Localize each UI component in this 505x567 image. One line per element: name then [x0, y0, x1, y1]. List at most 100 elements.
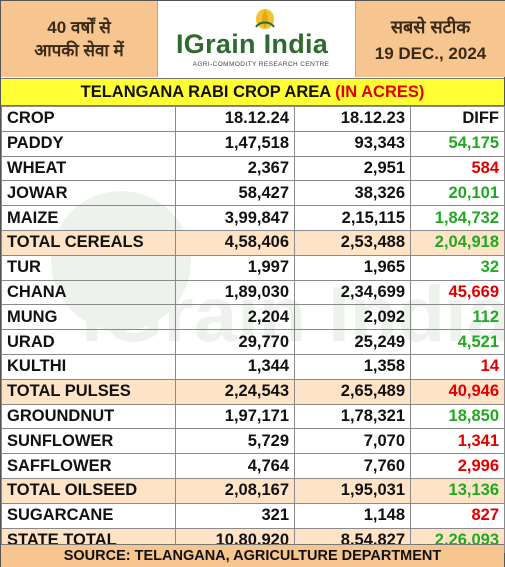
table-total-row: TOTAL OILSEED 2,08,167 1,95,031 13,136	[1, 477, 505, 504]
cell-crop: MUNG	[1, 304, 176, 331]
table-total-row: TOTAL PULSES 2,24,543 2,65,489 40,946	[1, 378, 505, 405]
cell-current: 58,427	[175, 180, 295, 207]
column-header-previous: 18.12.23	[294, 106, 411, 132]
cell-diff: 13,136	[410, 477, 505, 504]
table-row: SAFFLOWER 4,764 7,760 2,996	[1, 453, 505, 479]
report-date: 19 DEC., 2024	[374, 44, 487, 63]
cell-current: 2,367	[175, 155, 295, 182]
table-row: GROUNDNUT 1,97,171 1,78,321 18,850	[1, 403, 505, 430]
table-row: TUR 1,997 1,965 32	[1, 254, 505, 281]
cell-diff: 2,04,918	[410, 229, 505, 256]
cell-crop: TOTAL OILSEED	[1, 477, 176, 504]
table-row: WHEAT 2,367 2,951 584	[1, 155, 505, 182]
cell-diff: 45,669	[410, 279, 505, 306]
tagline-box: 40 वर्षों से आपकी सेवा में	[1, 1, 158, 77]
column-header-diff: DIFF	[410, 106, 505, 132]
tagline-line1: 40 वर्षों से	[47, 18, 111, 37]
cell-current: 2,08,167	[175, 477, 295, 504]
table-row: SUNFLOWER 5,729 7,070 1,341	[1, 428, 505, 455]
table-row: KULTHI 1,344 1,358 14	[1, 353, 505, 380]
cell-crop: KULTHI	[1, 353, 176, 380]
cell-current: 1,97,171	[175, 403, 295, 430]
cell-diff: 54,175	[410, 130, 505, 157]
cell-previous: 38,326	[294, 180, 411, 207]
cell-current: 1,344	[175, 353, 295, 380]
cell-crop: SAFFLOWER	[1, 453, 176, 479]
cell-previous: 2,092	[294, 304, 411, 331]
cell-current: 1,89,030	[175, 279, 295, 306]
cell-previous: 1,965	[294, 254, 411, 281]
cell-diff: 827	[410, 502, 505, 529]
cell-diff: 584	[410, 155, 505, 182]
tagline-line2: आपकी सेवा में	[34, 41, 124, 60]
cell-previous: 93,343	[294, 130, 411, 157]
cell-current: 4,58,406	[175, 229, 295, 256]
cell-crop: SUNFLOWER	[1, 428, 176, 455]
cell-diff: 2,996	[410, 453, 505, 479]
table-row: MUNG 2,204 2,092 112	[1, 304, 505, 331]
cell-diff: 18,850	[410, 403, 505, 430]
cell-crop: MAIZE	[1, 205, 176, 231]
cell-current: 5,729	[175, 428, 295, 455]
cell-previous: 1,95,031	[294, 477, 411, 504]
cell-current: 29,770	[175, 329, 295, 355]
table-total-row: TOTAL CEREALS 4,58,406 2,53,488 2,04,918	[1, 229, 505, 256]
table-row: MAIZE 3,99,847 2,15,115 1,84,732	[1, 205, 505, 231]
cell-crop: TOTAL CEREALS	[1, 229, 176, 256]
cell-diff: 1,341	[410, 428, 505, 455]
cell-previous: 1,78,321	[294, 403, 411, 430]
cell-crop: GROUNDNUT	[1, 403, 176, 430]
cell-crop: JOWAR	[1, 180, 176, 207]
cell-current: 321	[175, 502, 295, 529]
cell-diff: 20,101	[410, 180, 505, 207]
cell-previous: 2,15,115	[294, 205, 411, 231]
crop-area-table: CROP 18.12.24 18.12.23 DIFF PADDY 1,47,51…	[1, 106, 505, 554]
cell-diff: 14	[410, 353, 505, 380]
accuracy-tagline: सबसे सटीक	[390, 17, 471, 37]
table-title-unit: (IN ACRES)	[335, 83, 425, 101]
logo: IGrain India AGRI-COMMODITY RESEARCH CEN…	[158, 1, 354, 77]
cell-previous: 1,358	[294, 353, 411, 380]
table-row: URAD 29,770 25,249 4,521	[1, 329, 505, 355]
cell-current: 2,24,543	[175, 378, 295, 405]
cell-diff: 32	[410, 254, 505, 281]
cell-crop: SUGARCANE	[1, 502, 176, 529]
cell-previous: 7,760	[294, 453, 411, 479]
cell-current: 2,204	[175, 304, 295, 331]
cell-previous: 2,951	[294, 155, 411, 182]
column-header-crop: CROP	[1, 106, 176, 132]
table-title: TELANGANA RABI CROP AREA (IN ACRES)	[1, 78, 504, 106]
cell-crop: TUR	[1, 254, 176, 281]
header: 40 वर्षों से आपकी सेवा में IGrain India …	[1, 1, 505, 77]
cell-current: 4,764	[175, 453, 295, 479]
table-row: CHANA 1,89,030 2,34,699 45,669	[1, 279, 505, 306]
cell-current: 1,47,518	[175, 130, 295, 157]
date-box: सबसे सटीक 19 DEC., 2024	[355, 1, 505, 77]
cell-previous: 1,148	[294, 502, 411, 529]
cell-crop: CHANA	[1, 279, 176, 306]
cell-current: 1,997	[175, 254, 295, 281]
cell-previous: 25,249	[294, 329, 411, 355]
cell-previous: 2,65,489	[294, 378, 411, 405]
cell-diff: 112	[410, 304, 505, 331]
table-title-main: TELANGANA RABI CROP AREA	[80, 83, 331, 101]
grain-logo-icon	[255, 9, 275, 29]
table-row: JOWAR 58,427 38,326 20,101	[1, 180, 505, 207]
table-header-row: CROP 18.12.24 18.12.23 DIFF	[1, 106, 505, 132]
source-footer: SOURCE: TELANGANA, AGRICULTURE DEPARTMEN…	[1, 544, 504, 567]
cell-previous: 2,34,699	[294, 279, 411, 306]
column-header-current: 18.12.24	[175, 106, 295, 132]
cell-crop: WHEAT	[1, 155, 176, 182]
cell-previous: 2,53,488	[294, 229, 411, 256]
cell-previous: 7,070	[294, 428, 411, 455]
cell-crop: TOTAL PULSES	[1, 378, 176, 405]
cell-diff: 1,84,732	[410, 205, 505, 231]
logo-subtitle: AGRI-COMMODITY RESEARCH CENTRE	[192, 61, 330, 68]
logo-title: IGrain India	[176, 29, 329, 59]
cell-diff: 4,521	[410, 329, 505, 355]
cell-diff: 40,946	[410, 378, 505, 405]
cell-crop: PADDY	[1, 130, 176, 157]
cell-current: 3,99,847	[175, 205, 295, 231]
cell-crop: URAD	[1, 329, 176, 355]
table-row: SUGARCANE 321 1,148 827	[1, 502, 505, 529]
